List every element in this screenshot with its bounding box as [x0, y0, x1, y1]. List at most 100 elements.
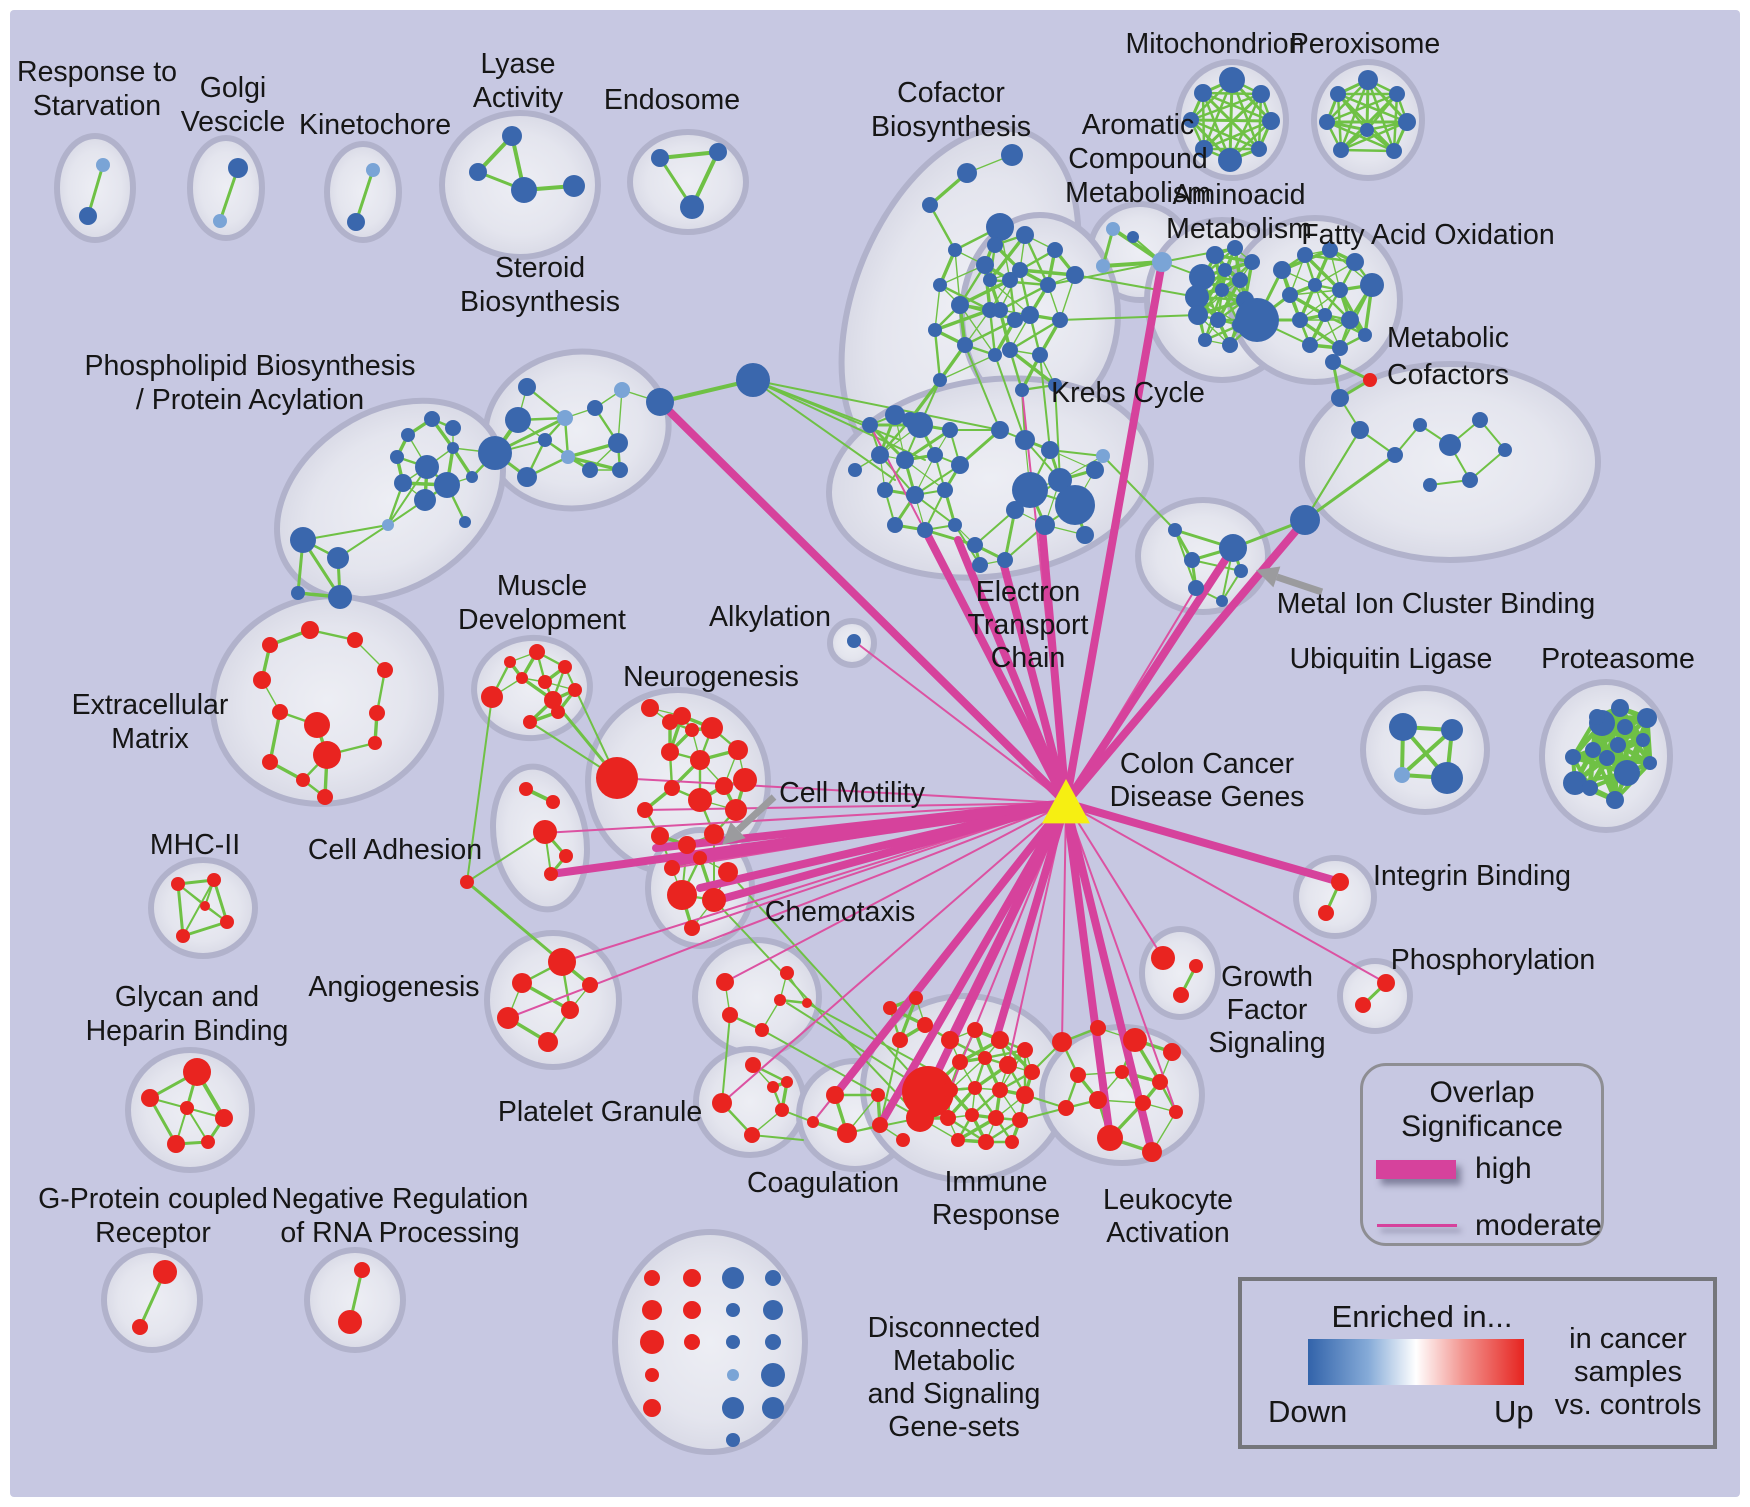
gene-node-steroid-biosynthesis — [557, 410, 573, 426]
gene-node-electron-transport-chain — [937, 482, 953, 498]
gene-node-disconnected-genesets — [765, 1334, 781, 1350]
gene-node-neurogenesis — [715, 777, 733, 795]
gene-node-ubiquitin-ligase — [1389, 713, 1417, 741]
metal-ion-binding-arrow-head — [1256, 566, 1281, 588]
gene-node-metabolic-cofactors — [1290, 505, 1320, 535]
gene-node-chemotaxis — [755, 1023, 769, 1037]
gene-set-overlap-edge — [994, 354, 1026, 441]
edge-metal-ion-cluster — [1191, 559, 1242, 572]
gene-node-leukocyte-activation — [1052, 1032, 1072, 1052]
gene-node-disconnected-genesets — [722, 1267, 744, 1289]
gene-node-neg-reg-rna — [338, 1310, 362, 1334]
gene-node-metal-ion-cluster — [1188, 580, 1204, 596]
gene-node-krebs-cycle — [1066, 266, 1084, 284]
gene-node-neurogenesis — [704, 824, 724, 844]
gene-node-muscle-development — [568, 683, 582, 697]
edge-cofactor-biosynthesis — [934, 284, 941, 331]
gene-node-leukocyte-activation — [1169, 1105, 1183, 1119]
gene-node-muscle-development — [523, 715, 537, 729]
gene-node-ubiquitin-ligase — [1394, 767, 1410, 783]
overlap-edge-moderate — [721, 802, 1067, 1104]
gene-node-krebs-cycle — [1052, 312, 1068, 328]
gene-node-platelet-granule — [712, 1093, 732, 1113]
gene-node-phospholipid-biosynthesis — [327, 547, 349, 569]
gene-node-electron-transport-chain — [1015, 430, 1035, 450]
gene-node-endosome — [680, 195, 704, 219]
gene-node-immune-response — [978, 1051, 992, 1065]
label-cofactor-biosynthesis: Cofactor Biosynthesis — [871, 77, 1031, 143]
edge-fatty-acid-oxidation — [1303, 253, 1342, 292]
label-immune-response: Immune Response — [932, 1166, 1060, 1231]
gene-node-leukocyte-activation — [1089, 1091, 1107, 1109]
gene-node-steroid-biosynthesis — [608, 433, 628, 453]
gene-node-fatty-acid-oxidation — [1332, 282, 1348, 298]
gene-node-angiogenesis — [548, 948, 576, 976]
gene-node-disconnected-genesets — [762, 1397, 784, 1419]
gene-node-aminoacid-metabolism — [1227, 240, 1243, 256]
gene-node-response-starvation — [79, 207, 97, 225]
gene-node-aromatic-compound — [1106, 222, 1120, 236]
gene-node-immune-response — [1005, 1135, 1019, 1149]
gradient-up-label: Up — [1494, 1394, 1534, 1429]
gene-node-bridge — [736, 363, 770, 397]
gene-node-neurogenesis — [641, 699, 659, 717]
gene-node-aminoacid-metabolism — [1206, 246, 1224, 264]
gene-node-metabolic-cofactors — [1462, 472, 1478, 488]
gene-node-aminoacid-metabolism — [1218, 263, 1232, 277]
gene-node-proteasome — [1614, 760, 1640, 786]
gene-node-disconnected-genesets — [644, 1270, 660, 1286]
gene-node-metabolic-cofactors — [1351, 421, 1369, 439]
gene-node-immune-response — [951, 1133, 965, 1147]
gene-node-peroxisome — [1360, 123, 1374, 137]
gene-node-coagulation — [837, 1123, 857, 1143]
gene-node-cofactor-biosynthesis — [976, 256, 994, 274]
gene-node-aminoacid-metabolism — [1232, 272, 1248, 288]
edge-peroxisome — [1366, 78, 1396, 153]
overlap-edge-high — [998, 554, 1070, 807]
gene-node-krebs-cycle — [1021, 306, 1039, 324]
gene-node-immune-response — [942, 1082, 958, 1098]
overlap-edge-high — [1062, 544, 1237, 807]
label-golgi-vescicle: Golgi Vescicle — [181, 72, 286, 138]
gene-node-muscle-development — [504, 656, 516, 668]
gene-node-proteasome — [1565, 749, 1581, 765]
gene-node-phosphorylation — [1377, 974, 1395, 992]
gene-node-peroxisome — [1333, 142, 1349, 158]
gene-node-cell-motility-cluster — [718, 862, 738, 882]
label-response-starvation: Response to Starvation — [17, 56, 177, 122]
gene-node-disconnected-genesets — [763, 1300, 783, 1320]
overlap-edge-moderate — [542, 802, 1067, 834]
edge-krebs-cycle — [988, 233, 1027, 282]
edge-proteasome — [1588, 743, 1620, 790]
label-aminoacid-metabolism: Aminoacid Metabolism — [1166, 179, 1312, 245]
gene-node-proteasome — [1636, 733, 1650, 747]
label-krebs-cycle: Krebs Cycle — [1051, 377, 1205, 409]
gene-node-ubiquitin-ligase — [1431, 762, 1463, 794]
gene-node-leukocyte-activation — [1123, 1028, 1147, 1052]
gene-node-mitochondrion — [1219, 67, 1245, 93]
gene-node-electron-transport-chain — [942, 422, 958, 438]
gene-node-neg-reg-rna — [354, 1262, 370, 1278]
gene-node-leukocyte-activation — [1152, 1074, 1168, 1090]
overlap-edge-high — [954, 536, 1070, 807]
gene-node-cofactor-biosynthesis — [948, 243, 962, 257]
edge-metabolic-cofactors — [1304, 429, 1361, 521]
gene-node-immune-response — [1012, 1112, 1028, 1128]
gene-node-fatty-acid-oxidation — [1302, 337, 1318, 353]
label-ubiquitin-ligase: Ubiquitin Ligase — [1290, 643, 1493, 675]
gene-node-electron-transport-chain — [1086, 461, 1104, 479]
gene-node-disconnected-genesets — [726, 1433, 740, 1447]
label-kinetochore: Kinetochore — [299, 109, 451, 141]
gene-node-leukocyte-activation — [1163, 1043, 1181, 1061]
edge-cofactor-biosynthesis — [938, 283, 992, 312]
gene-node-disconnected-genesets — [640, 1330, 664, 1354]
gene-node-chemotaxis — [802, 998, 812, 1008]
gene-node-fatty-acid-oxidation — [1322, 242, 1338, 258]
layer-overlap-edges — [507, 258, 1387, 1156]
gene-node-fatty-acid-oxidation — [1360, 273, 1384, 297]
gene-set-overlap-edge — [752, 379, 926, 461]
overlap-edge-high — [1038, 524, 1070, 807]
gene-node-electron-transport-chain — [1006, 501, 1024, 519]
gene-node-leukocyte-activation — [1070, 1067, 1086, 1083]
